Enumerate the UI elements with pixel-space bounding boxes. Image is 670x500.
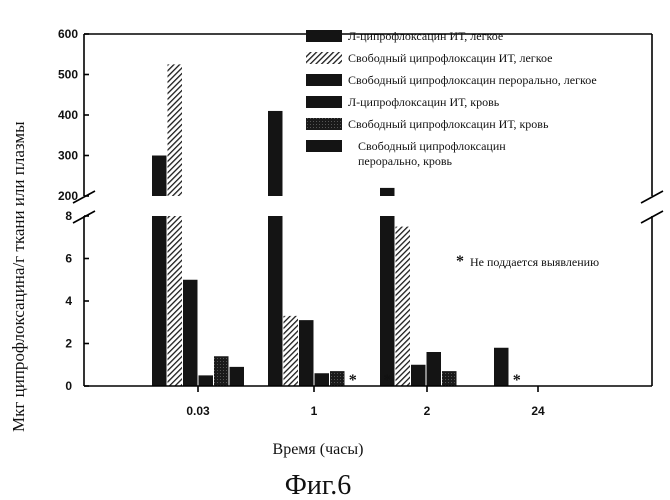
legend-swatch-3 — [306, 74, 342, 86]
bar-s2-1 — [284, 316, 299, 386]
bar-s4-0.03 — [199, 375, 214, 386]
annotation-text: Не поддается выявлению — [470, 255, 599, 269]
bar-upper-s1-0.03 — [152, 156, 167, 197]
bar-s3-1 — [299, 320, 314, 386]
bar-upper-s2-0.03 — [168, 64, 183, 196]
y-tick-label: 0 — [65, 379, 72, 393]
figure-caption: Фиг.6 — [285, 470, 351, 500]
y-tick-label: 4 — [65, 294, 72, 308]
bar-lower-s2-0.03 — [168, 216, 183, 386]
y-tick-label: 500 — [58, 68, 78, 82]
bar-s5-1 — [330, 371, 345, 386]
legend-swatch-2 — [306, 52, 342, 64]
bar-lower-s1-1 — [268, 216, 283, 386]
y-axis-label: Мкг ципрофлоксацина/г ткани или плазмы — [9, 121, 28, 432]
legend-swatch-5 — [306, 118, 342, 130]
y-tick-label: 8 — [65, 209, 72, 223]
bar-s2-2 — [396, 227, 411, 386]
bar-s6-0.03 — [230, 367, 245, 386]
legend-label-1: Л-ципрофлоксацин ИТ, легкое — [348, 29, 503, 43]
x-tick-label-0.03: 0.03 — [186, 404, 210, 418]
bar-s4-1 — [315, 373, 330, 386]
legend: Л-ципрофлоксацин ИТ, легкое Свободный цип… — [306, 29, 597, 168]
bar-upper-s1-2 — [380, 188, 395, 196]
annotation-note: * Не поддается выявлению — [456, 253, 599, 270]
x-tick-label-1: 1 — [311, 404, 318, 418]
y-tick-label: 400 — [58, 108, 78, 122]
bar-s4-2 — [427, 352, 442, 386]
x-tick-label-24: 24 — [531, 404, 545, 418]
legend-label-3: Свободный ципрофлоксацин перорально, лег… — [348, 73, 597, 87]
legend-label-2: Свободный ципрофлоксацин ИТ, легкое — [348, 51, 552, 65]
y-tick-label: 6 — [65, 252, 72, 266]
bar-upper-s1-1 — [268, 111, 283, 196]
legend-label-4: Л-ципрофлоксацин ИТ, кровь — [348, 95, 500, 109]
not-detected-marker: * — [383, 372, 391, 389]
x-axis-label: Время (часы) — [273, 441, 364, 458]
bar-s5-2 — [442, 371, 457, 386]
y-tick-label: 300 — [58, 149, 78, 163]
not-detected-marker: * — [349, 372, 357, 389]
bar-lower-s1-2 — [380, 216, 395, 386]
legend-label-6: Свободный ципрофлоксацинперорально, кров… — [358, 139, 506, 168]
legend-swatch-4 — [306, 96, 342, 108]
bars-layer — [152, 64, 509, 386]
x-tick-label-2: 2 — [424, 404, 431, 418]
bar-s3-2 — [411, 365, 426, 386]
bar-s1-24 — [494, 348, 509, 386]
legend-label-5: Свободный ципрофлоксацин ИТ, кровь — [348, 117, 549, 131]
annotation-star: * — [456, 253, 464, 270]
legend-swatch-6 — [306, 140, 342, 152]
y-tick-label: 600 — [58, 27, 78, 41]
bar-lower-s1-0.03 — [152, 216, 167, 386]
y-tick-label: 2 — [65, 337, 72, 351]
bar-s3-0.03 — [183, 280, 198, 386]
y-tick-label: 200 — [58, 189, 78, 203]
bar-s5-0.03 — [214, 356, 229, 386]
not-detected-marker: * — [513, 372, 521, 389]
legend-swatch-1 — [306, 30, 342, 42]
